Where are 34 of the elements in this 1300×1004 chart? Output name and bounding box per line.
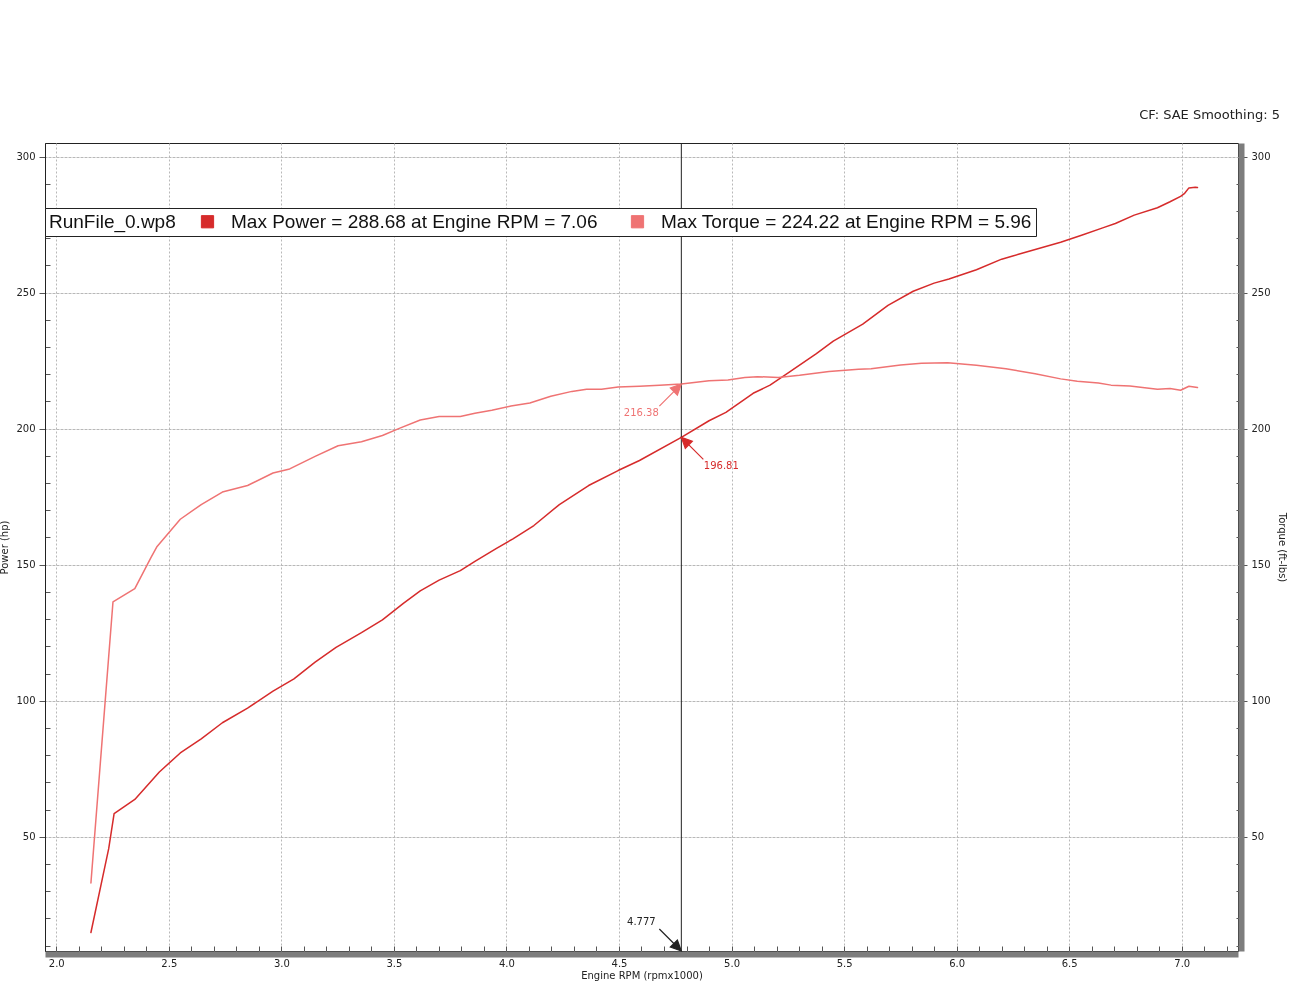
text: CF: SAE Smoothing: 5 xyxy=(1139,107,1280,122)
y2-tick-label: 300 xyxy=(1251,151,1271,163)
x-tick-label: 7.0 xyxy=(1174,957,1191,969)
y2-tick-label: 50 xyxy=(1251,831,1265,843)
y-tick-label: 50 xyxy=(22,831,36,843)
legend-label: Max Power = 288.68 at Engine RPM = 7.06 xyxy=(231,210,598,232)
x-tick-label: 3.0 xyxy=(273,957,290,969)
x-tick-label: 5.0 xyxy=(724,957,740,969)
line-series xyxy=(90,362,1199,884)
x-tick-label: 4.0 xyxy=(498,957,515,969)
ref-line-label: 4.777 xyxy=(627,916,656,927)
y-axis-title: Power (hp) xyxy=(0,520,11,575)
legend-label: Max Torque = 224.22 at Engine RPM = 5.96 xyxy=(661,210,1032,232)
x-tick-label: 3.5 xyxy=(386,957,403,969)
x-tick-label: 6.0 xyxy=(949,957,966,969)
x-axis-title: Engine RPM (rpmx1000) xyxy=(581,969,703,981)
y-tick-label: 100 xyxy=(16,695,36,707)
y2-tick-label: 150 xyxy=(1251,559,1271,571)
y-tick-label: 200 xyxy=(16,423,36,435)
y-tick-label: 250 xyxy=(16,287,36,299)
x-tick-label: 2.5 xyxy=(161,957,178,969)
x-tick-label: 5.5 xyxy=(836,957,853,969)
x-tick-label: 4.5 xyxy=(611,957,628,969)
y-tick-label: 300 xyxy=(16,151,36,163)
legend-title: RunFile_0.wp8 xyxy=(49,211,176,233)
y2-axis-title: Torque (ft-lbs) xyxy=(1276,511,1288,583)
annotation: 196.81 xyxy=(703,460,739,472)
annotation: 216.38 xyxy=(623,407,659,419)
y2-tick-label: 100 xyxy=(1251,695,1271,707)
y2-tick-label: 250 xyxy=(1251,287,1271,299)
x-tick-label: 6.5 xyxy=(1061,957,1078,969)
y-tick-label: 150 xyxy=(16,559,36,571)
x-tick-label: 2.0 xyxy=(48,957,65,969)
y2-tick-label: 200 xyxy=(1251,423,1271,435)
